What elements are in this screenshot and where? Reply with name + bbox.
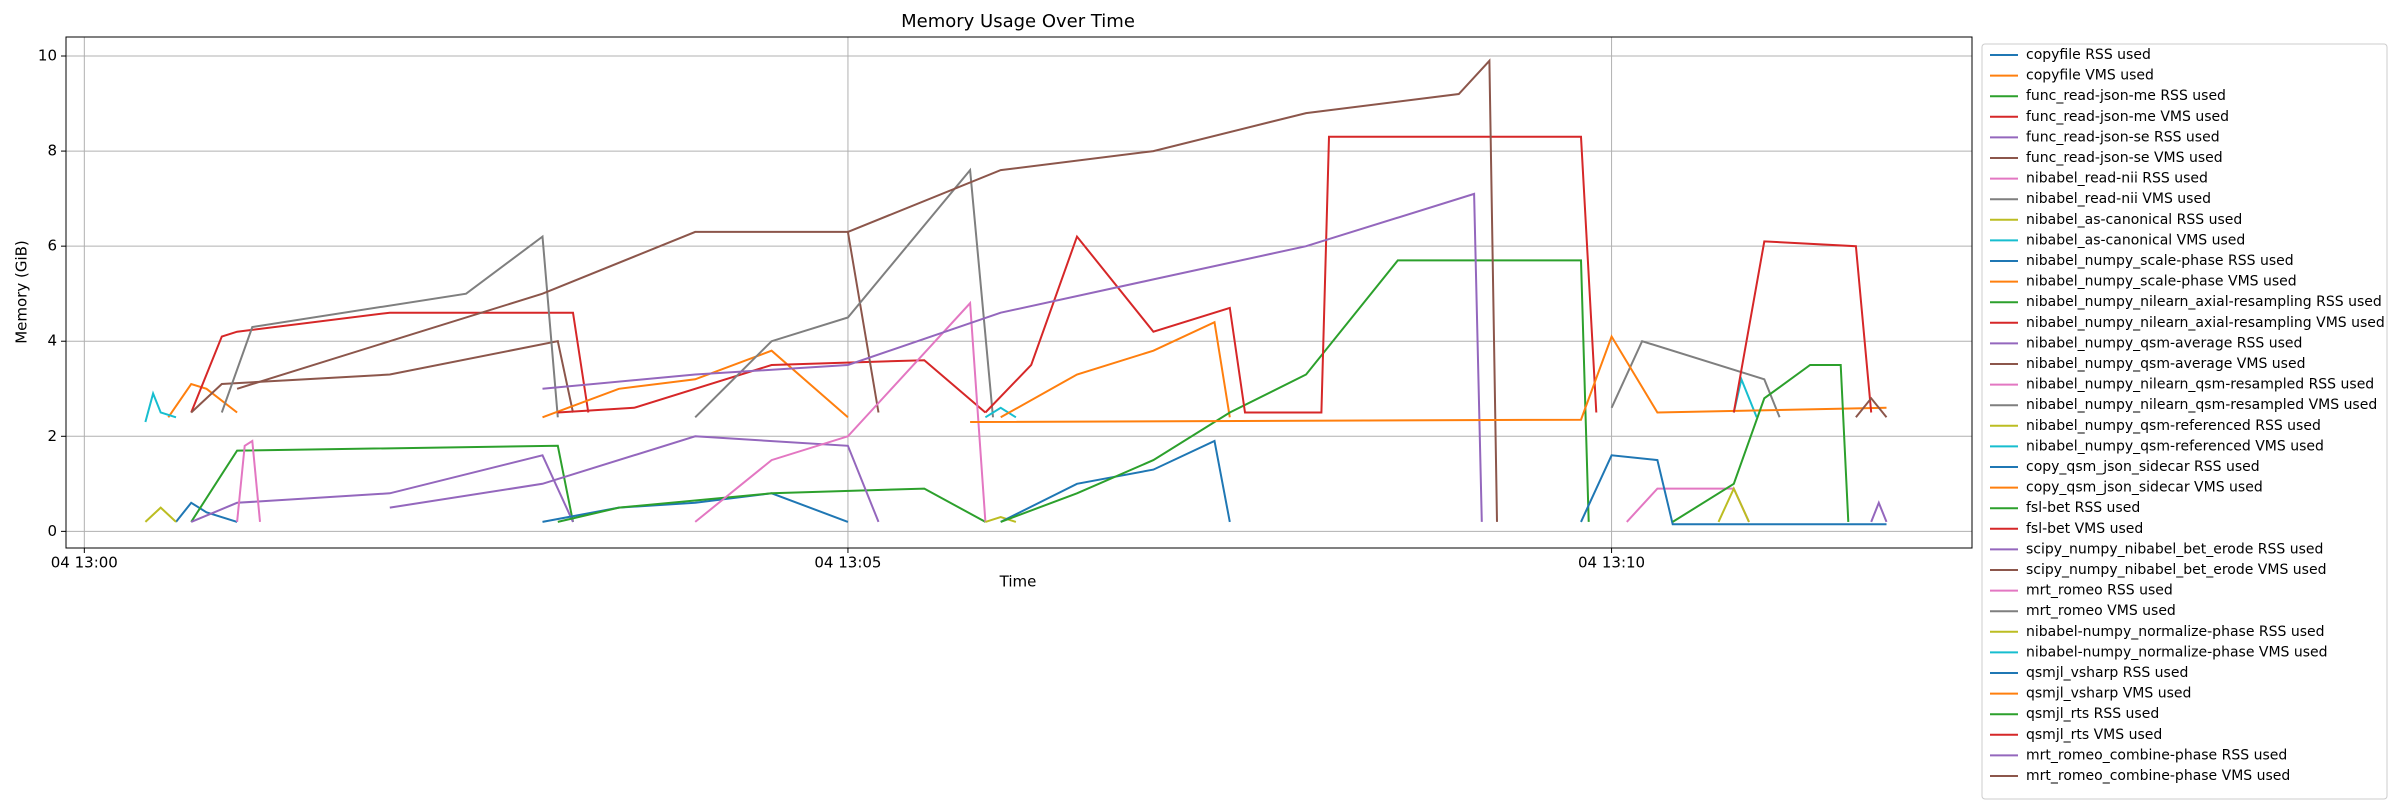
legend-label: copyfile VMS used — [2026, 68, 2154, 84]
legend-label: func_read-json-se VMS used — [2026, 150, 2223, 166]
series-line — [694, 300, 987, 523]
legend-label: nibabel_read-nii VMS used — [2026, 191, 2211, 207]
legend-label: nibabel-numpy_normalize-phase VMS used — [2026, 644, 2328, 660]
series-line — [557, 487, 986, 523]
legend-label: func_read-json-se RSS used — [2026, 129, 2220, 145]
series-line — [1610, 339, 1781, 418]
legend-label: func_read-json-me VMS used — [2026, 109, 2229, 125]
y-tick-label: 4 — [47, 332, 57, 350]
y-tick-label: 6 — [47, 237, 57, 255]
series-line — [190, 311, 590, 413]
legend-label: qsmjl_rts RSS used — [2026, 706, 2159, 722]
series-line — [1717, 486, 1750, 523]
legend-label: nibabel_numpy_qsm-average RSS used — [2026, 335, 2302, 351]
y-tick-label: 0 — [47, 522, 57, 540]
legend-label: nibabel_numpy_nilearn_axial-resampling R… — [2026, 294, 2382, 310]
legend-label: nibabel-numpy_normalize-phase RSS used — [2026, 624, 2325, 640]
x-axis-label: Time — [999, 573, 1037, 591]
series-line — [1855, 396, 1888, 418]
series-line — [167, 382, 238, 418]
y-tick-label: 2 — [47, 427, 57, 445]
legend-label: qsmjl_rts VMS used — [2026, 727, 2162, 743]
series-line — [970, 334, 1887, 423]
x-tick-label: 04 13:00 — [51, 554, 118, 572]
legend-label: mrt_romeo RSS used — [2026, 583, 2173, 599]
legend-label: copy_qsm_json_sidecar RSS used — [2026, 459, 2260, 475]
series-line — [1000, 439, 1231, 523]
series-line — [144, 506, 177, 523]
legend-label: copyfile RSS used — [2026, 47, 2151, 63]
legend-label: func_read-json-me RSS used — [2026, 88, 2226, 104]
legend-label: scipy_numpy_nibabel_bet_erode VMS used — [2026, 562, 2326, 578]
legend-label: nibabel_read-nii RSS used — [2026, 171, 2208, 187]
legend-label: scipy_numpy_nibabel_bet_erode RSS used — [2026, 541, 2323, 557]
series-line — [144, 390, 177, 423]
series-line — [175, 501, 238, 523]
legend-label: fsl-bet VMS used — [2026, 521, 2143, 537]
legend-label: qsmjl_vsharp VMS used — [2026, 686, 2191, 702]
legend-box — [1981, 43, 2388, 800]
series-line — [1000, 320, 1231, 419]
series-line — [542, 349, 849, 419]
series-line — [236, 230, 880, 413]
legend-label: mrt_romeo_combine-phase RSS used — [2026, 747, 2287, 763]
series-line — [984, 406, 1017, 419]
legend-label: nibabel_numpy_qsm-referenced RSS used — [2026, 418, 2321, 434]
legend-label: nibabel_numpy_nilearn_axial-resampling V… — [2026, 315, 2385, 331]
series-line — [542, 192, 1483, 522]
series-line — [557, 359, 987, 414]
series-line — [1000, 259, 1590, 523]
series-line — [1672, 364, 1850, 523]
y-tick-label: 8 — [47, 142, 57, 160]
legend-label: copy_qsm_json_sidecar VMS used — [2026, 480, 2263, 496]
plot-frame — [65, 36, 1973, 549]
y-axis-label: Memory (GiB) — [13, 240, 31, 344]
legend-label: fsl-bet RSS used — [2026, 500, 2140, 516]
series-line — [190, 454, 574, 523]
legend-label: nibabel_as-canonical VMS used — [2026, 232, 2245, 248]
series-line — [694, 167, 994, 419]
legend-label: nibabel_as-canonical RSS used — [2026, 212, 2242, 228]
legend-label: nibabel_numpy_scale-phase VMS used — [2026, 274, 2297, 290]
y-tick-label: 10 — [38, 47, 57, 65]
series-line — [190, 340, 574, 414]
series-line — [389, 435, 880, 523]
chart-title: Memory Usage Over Time — [901, 11, 1135, 32]
legend-label: qsmjl_vsharp RSS used — [2026, 665, 2188, 681]
series-line — [220, 234, 559, 418]
series-line — [1870, 500, 1888, 523]
x-tick-label: 04 13:10 — [1578, 554, 1645, 572]
series-line — [1580, 454, 1887, 526]
legend-label: nibabel_numpy_qsm-average VMS used — [2026, 356, 2305, 372]
series-line — [984, 135, 1598, 414]
legend-label: mrt_romeo VMS used — [2026, 603, 2176, 619]
legend-label: nibabel_numpy_qsm-referenced VMS used — [2026, 438, 2324, 454]
legend-label: nibabel_numpy_nilearn_qsm-resampled RSS … — [2026, 377, 2374, 393]
series-line — [847, 58, 1498, 522]
legend-label: mrt_romeo_combine-phase VMS used — [2026, 768, 2290, 784]
series-line — [190, 444, 574, 523]
series-line — [1732, 240, 1873, 413]
series-line — [236, 439, 261, 522]
series-line — [985, 516, 1017, 523]
series-line — [542, 492, 849, 523]
legend-label: nibabel_numpy_scale-phase RSS used — [2026, 253, 2294, 269]
x-tick-label: 04 13:05 — [814, 554, 881, 572]
legend-label: nibabel_numpy_nilearn_qsm-resampled VMS … — [2026, 397, 2377, 413]
